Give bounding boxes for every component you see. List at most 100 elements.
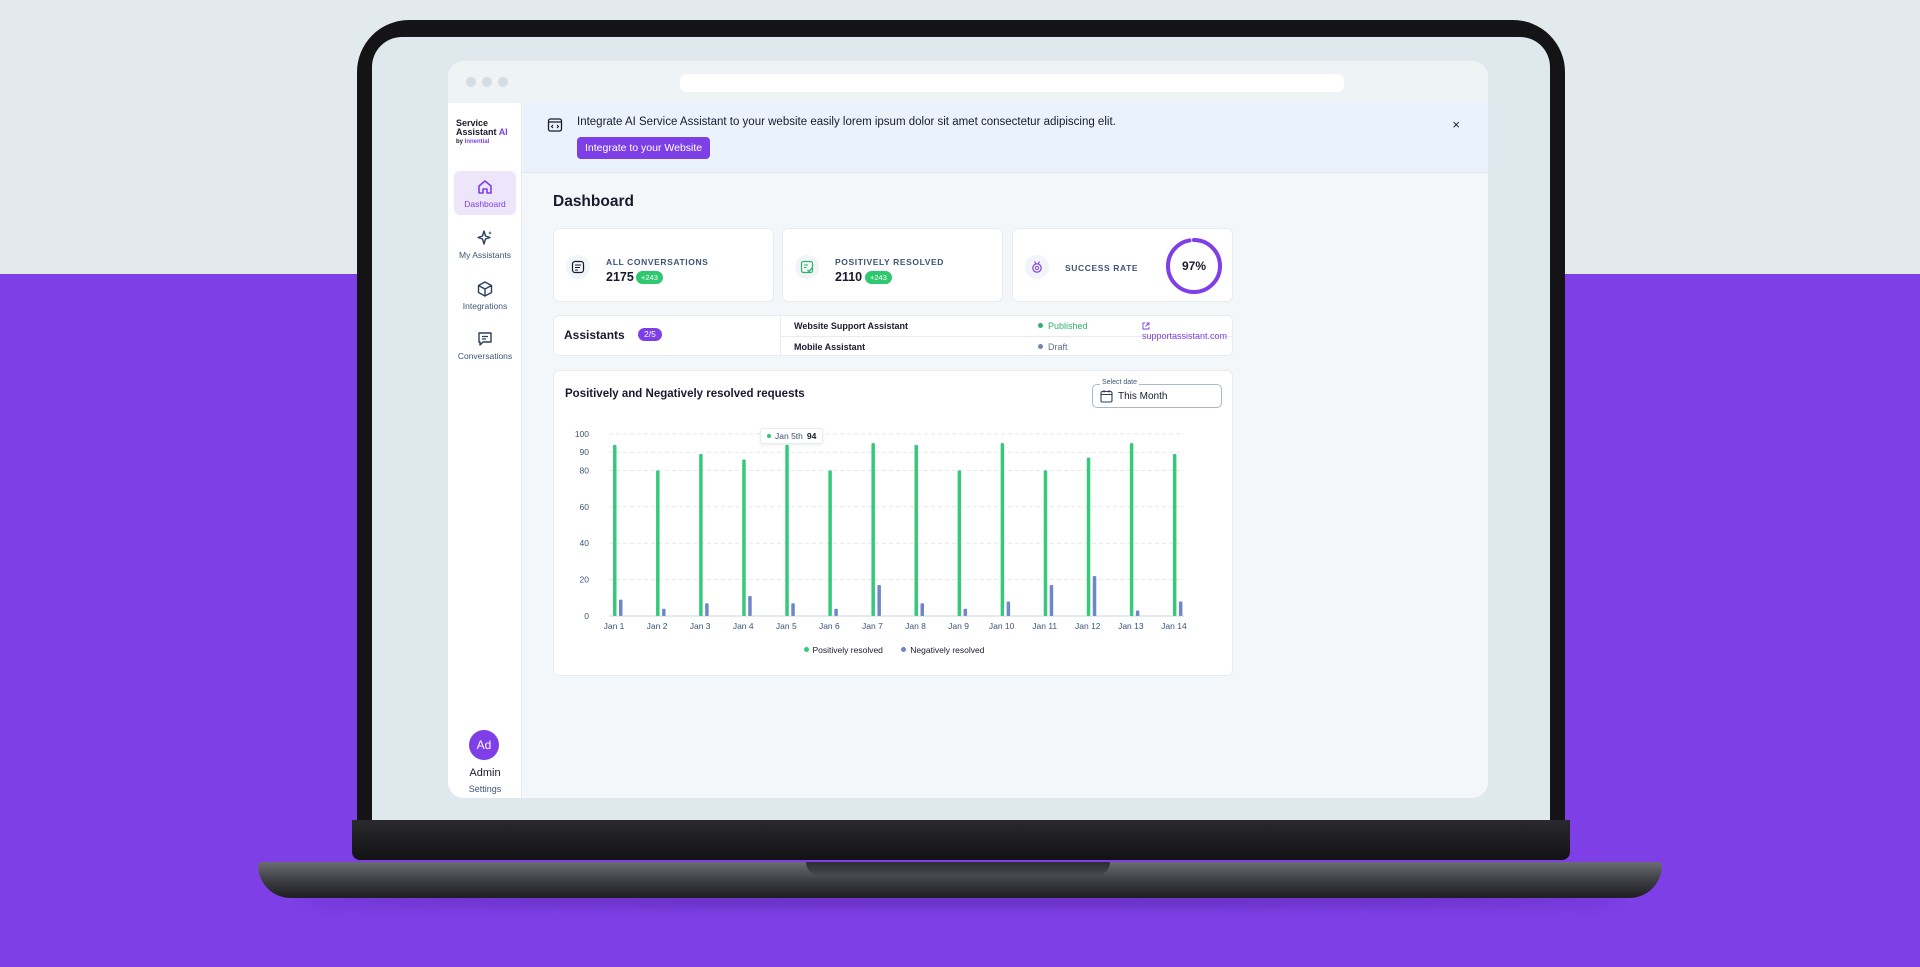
status-text: Published	[1048, 321, 1088, 331]
bar-negative	[1092, 575, 1097, 616]
assistant-link[interactable]: supportassistant.com	[1142, 321, 1232, 341]
brand-ai: AI	[498, 127, 508, 137]
y-tick-label: 0	[584, 611, 589, 621]
sidebar-item-label: Conversations	[457, 351, 513, 361]
x-tick-label: Jan 6	[819, 621, 840, 631]
brand-line-2: Assistant	[456, 127, 497, 137]
bar-negative	[920, 603, 924, 616]
bar-negative	[619, 599, 623, 616]
bar-negative	[1049, 585, 1054, 616]
assistant-name[interactable]: Mobile Assistant	[794, 342, 866, 352]
avatar[interactable]: Ad	[469, 730, 499, 760]
legend-item-negative: Negatively resolved	[901, 645, 984, 655]
status-badge: Published	[1038, 321, 1088, 331]
sidebar-item-label: Integrations	[462, 301, 508, 311]
x-tick-label: Jan 5	[776, 621, 797, 631]
window-dot-close[interactable]	[466, 77, 476, 87]
laptop-screen: Service Assistant AI by Innential Dashbo…	[372, 37, 1550, 820]
bar-positive	[914, 444, 918, 616]
sidebar-item-integrations[interactable]: Integrations	[454, 273, 516, 317]
brand-line-1: Service	[456, 118, 489, 128]
bar-negative	[963, 608, 968, 616]
sidebar-item-conversations[interactable]: Conversations	[454, 323, 516, 367]
stat-delta-badge: +243	[865, 271, 892, 284]
stat-label: SUCCESS RATE	[1065, 263, 1139, 273]
x-tick-label: Jan 9	[948, 621, 969, 631]
sidebar-item-label: Dashboard	[464, 199, 506, 209]
stat-card-all-conversations: ALL CONVERSATIONS 2175 +243	[553, 228, 774, 302]
bar-negative	[834, 608, 838, 616]
settings-link[interactable]: Settings	[468, 784, 502, 794]
stat-value: 2175	[606, 270, 634, 284]
check-list-icon	[795, 255, 819, 279]
x-tick-label: Jan 8	[905, 621, 926, 631]
bar-positive	[1043, 470, 1048, 616]
success-rate-value: 97%	[1181, 259, 1207, 273]
bar-positive	[656, 470, 660, 616]
bar-positive	[699, 454, 703, 616]
legend-label: Positively resolved	[812, 645, 883, 655]
bar-negative	[1135, 610, 1140, 616]
y-tick-label: 100	[575, 429, 589, 439]
browser-code-icon	[547, 118, 563, 132]
address-bar[interactable]	[680, 74, 1344, 92]
y-tick-label: 20	[580, 575, 590, 585]
sidebar-item-my-assistants[interactable]: My Assistants	[454, 222, 516, 266]
close-icon[interactable]: ×	[1452, 117, 1460, 132]
status-badge: Draft	[1038, 342, 1068, 352]
home-icon	[478, 180, 492, 194]
bar-positive	[1000, 443, 1005, 616]
bar-negative	[1006, 601, 1011, 616]
sidebar-item-dashboard[interactable]: Dashboard	[454, 171, 516, 215]
stat-card-success-rate: SUCCESS RATE 97%	[1012, 228, 1233, 302]
brand-logo[interactable]: Service Assistant AI by Innential	[456, 119, 508, 147]
assistant-name[interactable]: Website Support Assistant	[794, 321, 909, 331]
stat-value: 2110	[835, 270, 863, 284]
stat-label: ALL CONVERSATIONS	[606, 257, 709, 267]
x-tick-label: Jan 3	[690, 621, 711, 631]
stat-card-positively-resolved: POSITIVELY RESOLVED 2110 +243	[782, 228, 1003, 302]
assistants-card: Assistants 2/5 Website Support Assistant…	[553, 315, 1234, 356]
x-tick-label: Jan 14	[1161, 621, 1187, 631]
x-tick-label: Jan 2	[647, 621, 668, 631]
y-tick-label: 80	[580, 465, 590, 475]
window-dot-maximize[interactable]	[498, 77, 508, 87]
tooltip-label: Jan 5th	[775, 431, 803, 441]
sidebar-item-label: My Assistants	[459, 250, 511, 260]
chart-card: Positively and Negatively resolved reque…	[553, 370, 1233, 676]
y-tick-label: 40	[580, 538, 590, 548]
laptop-notch	[806, 862, 1110, 876]
bar-negative	[705, 603, 709, 616]
brand-by: by	[456, 139, 464, 145]
assistants-title: Assistants	[564, 328, 625, 342]
date-select[interactable]: Select date This Month	[1092, 379, 1222, 408]
sidebar: Service Assistant AI by Innential Dashbo…	[448, 103, 522, 798]
user-name: Admin	[469, 767, 501, 779]
date-select-value: This Month	[1118, 391, 1168, 402]
sparkles-icon	[477, 230, 492, 245]
bar-negative	[877, 585, 881, 616]
bar-positive	[828, 470, 832, 616]
app-root: Service Assistant AI by Innential Dashbo…	[448, 103, 1488, 798]
laptop-hinge	[352, 820, 1570, 860]
banner-text: Integrate AI Service Assistant to your w…	[577, 116, 1116, 128]
bar-negative	[748, 595, 752, 616]
y-tick-label: 90	[580, 447, 590, 457]
bar-positive	[613, 444, 617, 616]
chart-legend: Positively resolved Negatively resolved	[554, 645, 1234, 655]
resolved-requests-chart: 0 20 40 60 80 90 100 Jan 1 Jan 2 Jan 3 Jan 4 Jan 5 J…	[575, 429, 1187, 631]
stat-label: POSITIVELY RESOLVED	[835, 257, 945, 267]
medal-icon	[1025, 255, 1049, 279]
bar-negative	[1178, 601, 1183, 616]
stat-delta-badge: +243	[636, 271, 663, 284]
bar-positive	[785, 444, 789, 616]
calendar-icon	[1100, 390, 1113, 403]
x-tick-label: Jan 10	[989, 621, 1015, 631]
assistants-count-badge: 2/5	[638, 328, 662, 341]
bar-positive	[957, 470, 962, 616]
page-title: Dashboard	[553, 193, 634, 210]
window-dot-minimize[interactable]	[482, 77, 492, 87]
browser-window: Service Assistant AI by Innential Dashbo…	[448, 61, 1488, 798]
integrate-website-button[interactable]: Integrate to your Website	[577, 137, 711, 159]
x-tick-label: Jan 4	[733, 621, 754, 631]
